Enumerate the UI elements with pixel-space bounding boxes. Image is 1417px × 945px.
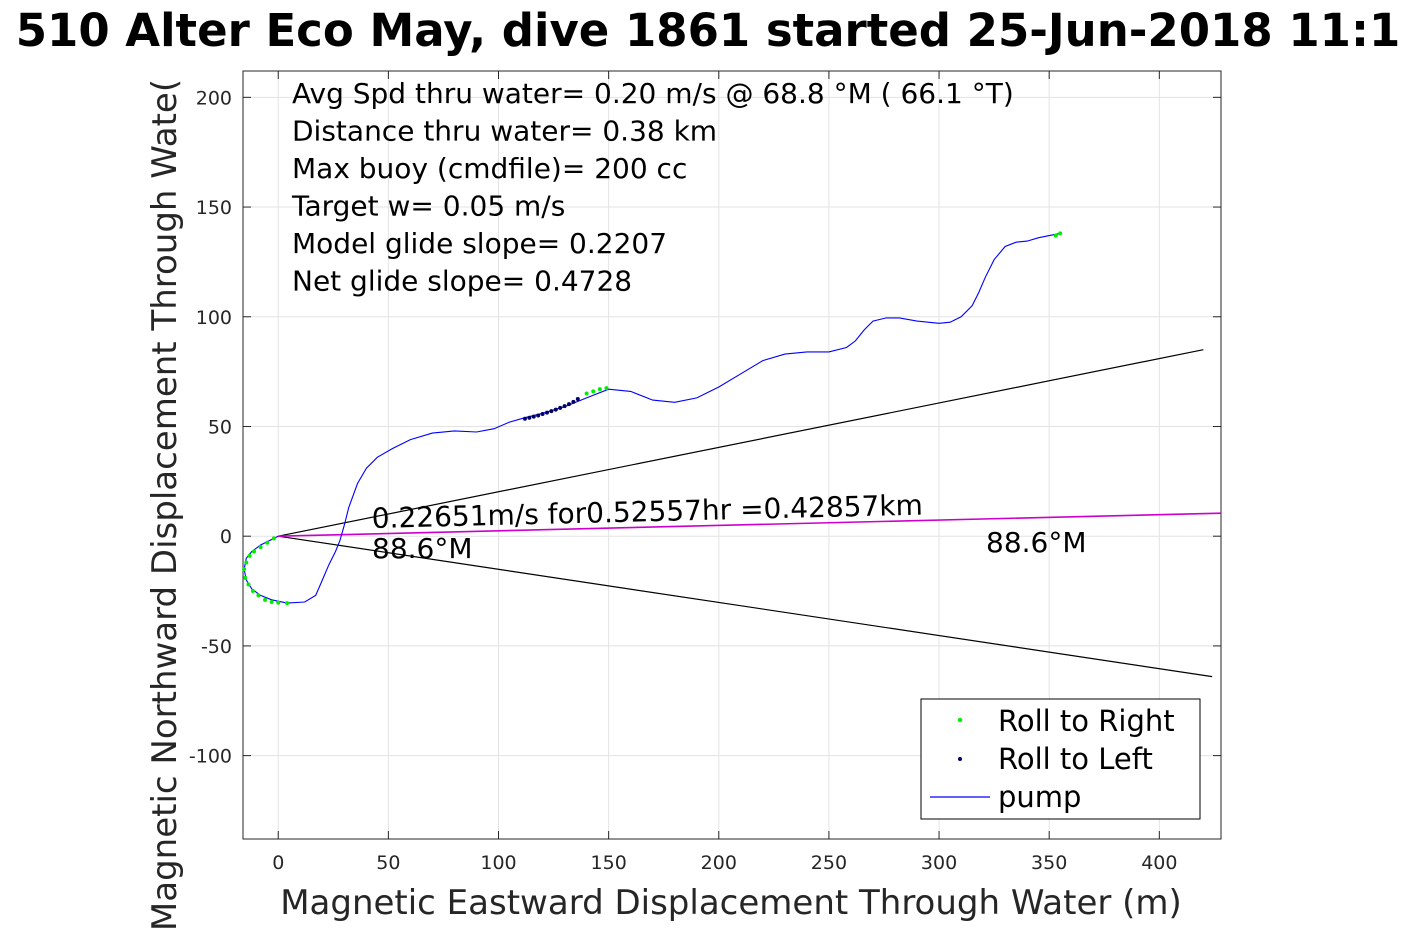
roll-right-point [247, 553, 252, 558]
roll-left-point [540, 411, 545, 416]
roll-left-point [558, 405, 563, 410]
legend-roll-right-label: Roll to Right [998, 704, 1175, 738]
y-tick-label: 200 [196, 87, 232, 109]
roll-right-point [604, 386, 609, 391]
y-tick-label: 100 [196, 307, 232, 329]
plot-area [242, 70, 1222, 840]
x-tick-label: 300 [921, 852, 957, 874]
x-tick-label: 0 [272, 852, 284, 874]
roll-right-point [597, 387, 602, 392]
y-tick-label: -100 [189, 746, 232, 768]
x-tick-label: 50 [376, 852, 400, 874]
roll-right-point [263, 597, 268, 602]
y-tick-label: 150 [196, 197, 232, 219]
heading-annotation-left: 88.6°M [372, 532, 473, 565]
x-tick-label: 350 [1031, 852, 1067, 874]
roll-right-point [271, 536, 276, 541]
y-tick-label: -50 [201, 636, 232, 658]
roll-left-point [531, 414, 536, 419]
reference-line-current [278, 512, 1222, 537]
chart-title: 510 Alter Eco May, dive 1861 started 25-… [16, 4, 1401, 57]
x-tick-label: 100 [480, 852, 516, 874]
roll-left-point [544, 410, 549, 415]
y-axis-label: Magnetic Northward Displacement Through … [145, 79, 185, 931]
roll-right-point [250, 589, 255, 594]
y-tick-label: 0 [220, 526, 232, 548]
info-line: Net glide slope= 0.4728 [292, 265, 632, 298]
info-text-block: Avg Spd thru water= 0.20 m/s @ 68.8 °M (… [291, 77, 1014, 298]
info-line: Distance thru water= 0.38 km [292, 115, 717, 148]
roll-left-point [549, 409, 554, 414]
roll-left-point [575, 397, 580, 402]
info-line: Model glide slope= 0.2207 [292, 227, 667, 260]
roll-right-point [256, 593, 261, 598]
legend-roll-left-marker [958, 757, 962, 761]
reference-line-lower-cone [278, 535, 1213, 678]
series-line-pump [243, 232, 1061, 604]
roll-right-point [252, 549, 257, 554]
heading-annotation-right: 88.6°M [986, 526, 1087, 559]
roll-right-point [276, 600, 281, 605]
legend-box [920, 698, 1201, 820]
roll-left-point [527, 415, 532, 420]
roll-right-point [243, 575, 248, 580]
roll-right-point [1058, 231, 1063, 236]
roll-right-point [591, 389, 596, 394]
roll-right-point [244, 560, 249, 565]
legend-roll-right-marker [957, 717, 963, 723]
x-tick-label: 250 [811, 852, 847, 874]
roll-right-point [1053, 233, 1058, 238]
roll-left-point [553, 407, 558, 412]
info-line: Avg Spd thru water= 0.20 m/s @ 68.8 °M (… [292, 77, 1014, 110]
axis-ticks: 0 50 100 150 200 250 300 350 400 -100 -50 0 50 100 150… [189, 71, 1221, 874]
roll-right-point [242, 567, 247, 572]
x-tick-label: 150 [591, 852, 627, 874]
roll-left-point [562, 404, 567, 409]
x-tick-label: 200 [701, 852, 737, 874]
roll-left-point [522, 416, 527, 421]
roll-left-point [536, 413, 541, 418]
y-tick-label: 50 [208, 416, 232, 438]
info-line: Max buoy (cmdfile)= 200 cc [292, 152, 687, 185]
roll-right-point [285, 601, 290, 606]
roll-right-point [584, 391, 589, 396]
info-line: Target w= 0.05 m/s [291, 190, 565, 223]
roll-left-point [567, 402, 571, 407]
x-axis-label: Magnetic Eastward Displacement Through W… [280, 883, 1182, 923]
roll-right-point [258, 545, 263, 550]
roll-right-point [269, 600, 274, 605]
reference-line-upper-cone [278, 349, 1204, 537]
roll-right-point [265, 540, 270, 545]
roll-right-point [246, 582, 251, 587]
legend-roll-left-label: Roll to Left [998, 742, 1153, 776]
roll-left-point [571, 399, 576, 404]
plot-frame [242, 70, 1222, 840]
legend: Roll to Right Roll to Left pump [920, 698, 1201, 820]
legend-pump-label: pump [998, 780, 1081, 814]
x-tick-label: 400 [1141, 852, 1177, 874]
